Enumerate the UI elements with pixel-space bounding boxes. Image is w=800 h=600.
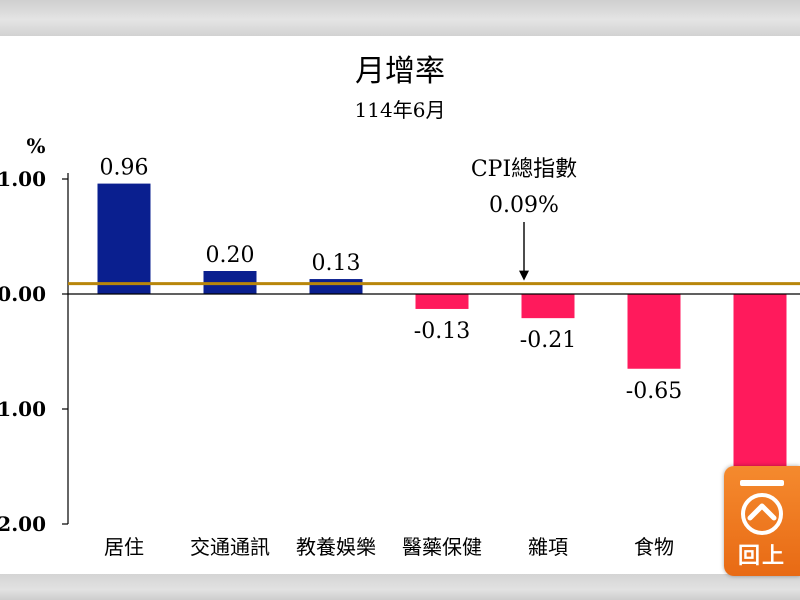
bottom-banner <box>0 574 800 600</box>
top-bar-icon <box>740 480 784 486</box>
top-banner <box>0 0 800 36</box>
y-tick-label: 1.00 <box>0 167 46 191</box>
y-tick-label: -1.00 <box>0 397 46 421</box>
y-axis-ticks: 1.00 0.00 -1.00 -2.00 <box>0 167 68 536</box>
value-label: 0.96 <box>100 156 149 181</box>
value-label: -0.13 <box>414 319 470 344</box>
value-label: 0.13 <box>312 251 361 276</box>
cpi-reference-value: 0.09% <box>489 193 559 218</box>
scroll-to-top-label: 回上 <box>737 544 786 569</box>
scroll-to-top-button[interactable]: 回上 <box>724 466 800 576</box>
category-label: 教養娛樂 <box>296 535 376 559</box>
bar-4 <box>415 294 469 309</box>
y-tick-label: -2.00 <box>0 512 46 536</box>
chart-title: 月增率 <box>355 54 445 89</box>
bar-5 <box>521 294 575 319</box>
category-label: 雜項 <box>528 535 568 559</box>
value-label: -0.65 <box>626 379 682 404</box>
value-label: 0.20 <box>206 243 255 268</box>
y-tick-label: 0.00 <box>0 282 46 306</box>
category-label: 醫藥保健 <box>402 535 482 559</box>
category-labels: 居住交通通訊教養娛樂醫藥保健雜項食物衣著 <box>104 535 780 559</box>
bar-chart: 月增率 114年6月 % 1.00 0.00 -1.00 -2.00 0.96 0.20… <box>0 54 800 559</box>
category-label: 食物 <box>634 535 674 559</box>
category-label: 居住 <box>104 535 144 559</box>
bar-3 <box>309 279 363 294</box>
chart-panel: 月增率 114年6月 % 1.00 0.00 -1.00 -2.00 0.96 0.20… <box>0 36 800 574</box>
bar-6 <box>627 294 681 369</box>
value-label: -0.21 <box>520 328 576 353</box>
arrow-up-icon <box>741 493 783 535</box>
category-label: 交通通訊 <box>190 535 270 559</box>
cpi-reference-label: CPI總指數 <box>471 157 577 182</box>
chart-subtitle: 114年6月 <box>355 98 446 122</box>
cpi-arrow-head <box>519 270 529 281</box>
bars <box>97 183 787 505</box>
bar-1 <box>97 183 151 294</box>
y-axis-unit-label: % <box>26 134 45 158</box>
